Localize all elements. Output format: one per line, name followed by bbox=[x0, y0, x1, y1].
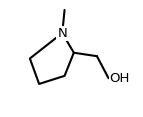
Text: OH: OH bbox=[110, 72, 130, 85]
Text: N: N bbox=[57, 27, 67, 40]
